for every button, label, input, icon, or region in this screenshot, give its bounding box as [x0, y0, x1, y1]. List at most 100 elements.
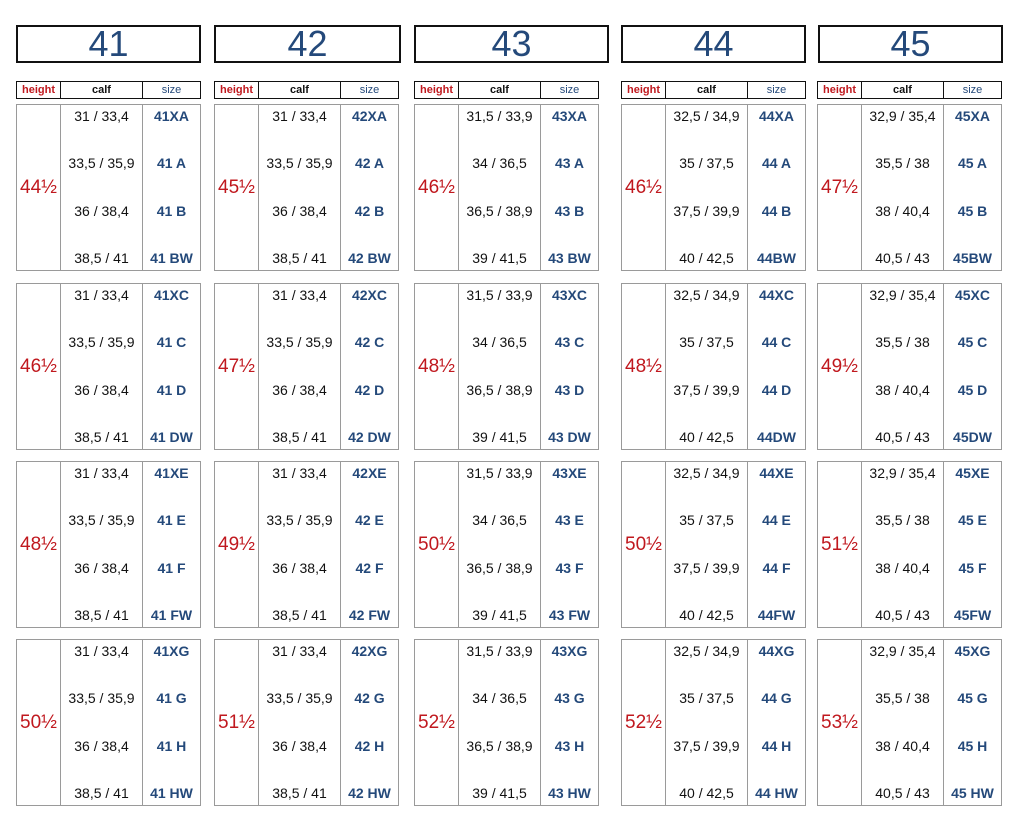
height-value: 45½: [215, 105, 259, 270]
size-code: 44 H: [761, 737, 792, 754]
height-block: 49½ 32,9 / 35,4 35,5 / 38 38 / 40,4 40,5 / 4…: [817, 283, 1002, 450]
height-block: 46½ 31,5 / 33,9 34 / 36,5 36,5 / 38,9 39 / 4…: [414, 104, 599, 271]
size-code: 43 D: [554, 381, 585, 398]
height-value: 53½: [818, 640, 862, 805]
size-column: 43XC 43 C 43 D 43 DW: [541, 284, 598, 449]
calf-range: 34 / 36,5: [472, 512, 527, 529]
calf-range: 36 / 38,4: [272, 381, 327, 398]
size-code: 42 FW: [348, 606, 391, 623]
column-header-row: height calf size: [214, 81, 399, 99]
size-code: 43XA: [551, 108, 588, 124]
header-height: height: [622, 82, 666, 98]
calf-range: 36 / 38,4: [272, 202, 327, 219]
calf-range: 31,5 / 33,9: [466, 465, 533, 481]
size-code: 45 A: [957, 155, 988, 172]
size-code: 43 FW: [548, 606, 591, 623]
calf-range: 36,5 / 38,9: [466, 559, 533, 576]
size-code: 41XE: [154, 465, 189, 481]
header-calf: calf: [459, 82, 541, 98]
calf-range: 33,5 / 35,9: [68, 334, 135, 351]
size-code: 42 BW: [348, 249, 391, 266]
calf-range: 33,5 / 35,9: [68, 155, 135, 172]
calf-range: 31 / 33,4: [272, 465, 327, 481]
shoe-size-title: 43: [414, 23, 609, 64]
height-block: 46½ 32,5 / 34,9 35 / 37,5 37,5 / 39,9 40 / 4…: [621, 104, 806, 271]
size-code: 44BW: [757, 249, 796, 266]
calf-range: 40 / 42,5: [679, 606, 734, 623]
calf-range: 38 / 40,4: [875, 202, 930, 219]
calf-range: 31 / 33,4: [74, 643, 129, 659]
calf-range: 38,5 / 41: [272, 606, 327, 623]
calf-column: 32,5 / 34,9 35 / 37,5 37,5 / 39,9 40 / 42,5: [666, 640, 748, 805]
height-block: 51½ 31 / 33,4 33,5 / 35,9 36 / 38,4 38,5 / 4…: [214, 639, 399, 806]
calf-column: 32,9 / 35,4 35,5 / 38 38 / 40,4 40,5 / 43: [862, 284, 944, 449]
size-code: 42 F: [355, 559, 384, 576]
size-code: 42XA: [351, 108, 388, 124]
calf-range: 37,5 / 39,9: [673, 381, 740, 398]
size-code: 41 B: [156, 202, 187, 219]
height-block: 44½ 31 / 33,4 33,5 / 35,9 36 / 38,4 38,5 / 4…: [16, 104, 201, 271]
shoe-size-title: 44: [621, 23, 806, 64]
size-code: 41 BW: [150, 249, 193, 266]
size-code: 43 B: [554, 202, 585, 219]
calf-column: 31 / 33,4 33,5 / 35,9 36 / 38,4 38,5 / 41: [61, 640, 143, 805]
size-code: 45XA: [954, 108, 991, 124]
height-value: 44½: [17, 105, 61, 270]
calf-range: 38 / 40,4: [875, 559, 930, 576]
header-size: size: [161, 84, 182, 96]
calf-range: 38 / 40,4: [875, 737, 930, 754]
size-code: 42XG: [351, 643, 388, 659]
calf-range: 32,5 / 34,9: [673, 465, 740, 481]
calf-range: 35,5 / 38: [875, 334, 930, 351]
size-code: 42 D: [354, 381, 385, 398]
calf-column: 32,5 / 34,9 35 / 37,5 37,5 / 39,9 40 / 42,5: [666, 462, 748, 627]
size-code: 43 BW: [548, 249, 591, 266]
shoe-size-title: 41: [16, 23, 201, 64]
calf-range: 32,9 / 35,4: [869, 465, 936, 481]
size-code: 45XE: [955, 465, 990, 481]
calf-range: 39 / 41,5: [472, 606, 527, 623]
size-column: 41XC 41 C 41 D 41 DW: [143, 284, 200, 449]
calf-column: 31 / 33,4 33,5 / 35,9 36 / 38,4 38,5 / 41: [259, 462, 341, 627]
shoe-size-title: 42: [214, 23, 401, 64]
height-block: 52½ 32,5 / 34,9 35 / 37,5 37,5 / 39,9 40 / 4…: [621, 639, 806, 806]
calf-range: 36,5 / 38,9: [466, 202, 533, 219]
calf-range: 32,5 / 34,9: [673, 108, 740, 124]
height-block: 50½ 32,5 / 34,9 35 / 37,5 37,5 / 39,9 40 / 4…: [621, 461, 806, 628]
calf-range: 40 / 42,5: [679, 784, 734, 801]
calf-range: 38,5 / 41: [272, 249, 327, 266]
size-column: 42XA 42 A 42 B 42 BW: [341, 105, 398, 270]
calf-column: 31 / 33,4 33,5 / 35,9 36 / 38,4 38,5 / 41: [61, 105, 143, 270]
height-block: 48½ 31 / 33,4 33,5 / 35,9 36 / 38,4 38,5 / 4…: [16, 461, 201, 628]
calf-range: 40,5 / 43: [875, 249, 930, 266]
calf-column: 31,5 / 33,9 34 / 36,5 36,5 / 38,9 39 / 41,5: [459, 105, 541, 270]
calf-range: 36,5 / 38,9: [466, 737, 533, 754]
size-code: 45XC: [954, 287, 991, 303]
size-code: 43 F: [555, 559, 584, 576]
height-block: 47½ 31 / 33,4 33,5 / 35,9 36 / 38,4 38,5 / 4…: [214, 283, 399, 450]
calf-range: 31 / 33,4: [272, 108, 327, 124]
height-value: 46½: [415, 105, 459, 270]
calf-range: 33,5 / 35,9: [266, 690, 333, 707]
size-code: 45 E: [958, 512, 987, 529]
calf-range: 33,5 / 35,9: [266, 155, 333, 172]
size-column: 43XE 43 E 43 F 43 FW: [541, 462, 598, 627]
calf-range: 35,5 / 38: [875, 512, 930, 529]
calf-range: 36,5 / 38,9: [466, 381, 533, 398]
size-code: 42 B: [354, 202, 385, 219]
calf-range: 33,5 / 35,9: [266, 334, 333, 351]
header-calf: calf: [862, 82, 944, 98]
size-code: 43 H: [554, 737, 585, 754]
size-code: 45 F: [958, 559, 987, 576]
size-code: 41XA: [153, 108, 190, 124]
size-code: 41 C: [156, 334, 187, 351]
size-column: 42XC 42 C 42 D 42 DW: [341, 284, 398, 449]
size-column: 44XE 44 E 44 F 44FW: [748, 462, 805, 627]
calf-range: 33,5 / 35,9: [266, 512, 333, 529]
size-code: 45 H: [957, 737, 988, 754]
header-calf: calf: [666, 82, 748, 98]
size-code: 42 G: [354, 690, 385, 707]
calf-column: 31,5 / 33,9 34 / 36,5 36,5 / 38,9 39 / 41,5: [459, 284, 541, 449]
size-code: 43 G: [554, 690, 585, 707]
